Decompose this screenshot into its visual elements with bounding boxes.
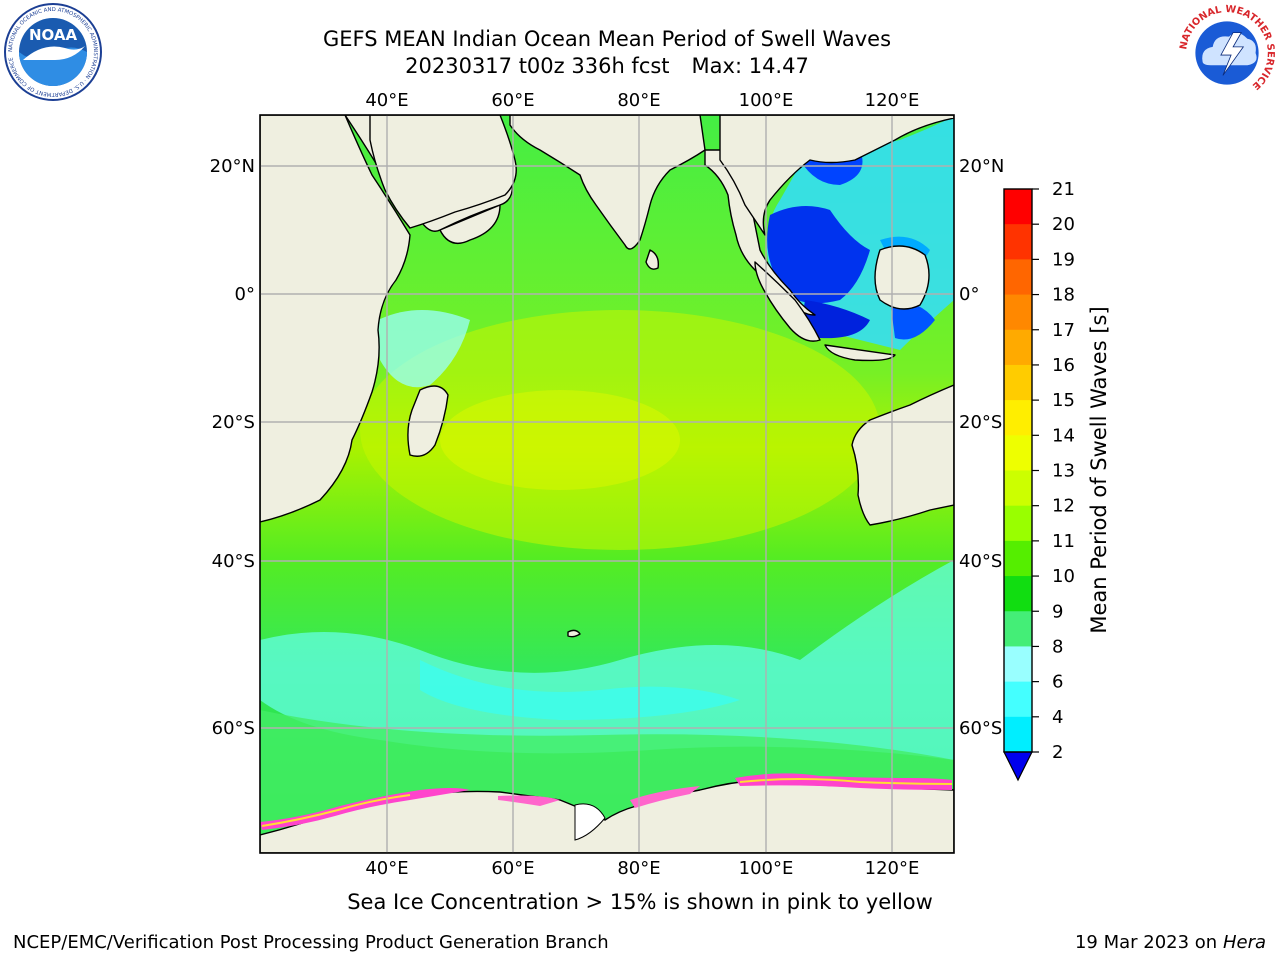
lat-label-left: 20°N [210, 156, 255, 177]
colorbar-tick-label: 9 [1052, 601, 1063, 622]
borneo [874, 245, 930, 310]
lat-label-right: 40°S [959, 551, 1002, 572]
sea-ice-note: Sea Ice Concentration > 15% is shown in … [347, 890, 933, 914]
colorbar-segment [1004, 611, 1032, 647]
noaa-logo-text: NOAA [29, 26, 78, 44]
colorbar-tick-label: 13 [1052, 461, 1075, 482]
colorbar: 21 20 19 18 17 16 15 14 13 12 11 10 9 8 6 4 2 [1003, 179, 1075, 782]
credit-text: NCEP/EMC/Verification Post Processing Pr… [13, 932, 609, 953]
host-name: Hera [1222, 932, 1266, 953]
colorbar-segment [1004, 576, 1032, 612]
colorbar-segment [1004, 364, 1032, 401]
colorbar-segment [1004, 435, 1032, 471]
colorbar-tick-label: 16 [1052, 355, 1075, 376]
colorbar-tick-label: 21 [1052, 179, 1075, 200]
graticule [260, 115, 954, 853]
colorbar-tick-label: 2 [1052, 742, 1063, 763]
colorbar-segment [1004, 400, 1032, 436]
lon-label-top: 120°E [865, 90, 920, 111]
colorbar-extend-arrow [1003, 751, 1033, 782]
sea-ice-fringe [260, 788, 470, 830]
lat-label-right: 0° [959, 284, 979, 305]
colorbar-segment [1004, 259, 1032, 296]
lat-label-right: 20°S [959, 412, 1002, 433]
long-period-zone [360, 310, 880, 550]
colorbar-tick-label: 17 [1052, 320, 1075, 341]
colorbar-segment [1004, 470, 1032, 507]
lon-label-bottom: 120°E [865, 858, 920, 879]
colorbar-segment [1004, 224, 1032, 260]
max-value: Max: 14.47 [691, 54, 809, 78]
lon-label-top: 80°E [617, 90, 660, 111]
colorbar-tick-label: 15 [1052, 390, 1075, 411]
colorbar-segment [1004, 646, 1032, 683]
colorbar-tick-label: 10 [1052, 566, 1075, 587]
colorbar-segment [1004, 189, 1032, 225]
colorbar-tick-label: 8 [1052, 636, 1063, 657]
sumatra [754, 261, 821, 342]
lon-label-top: 40°E [365, 90, 408, 111]
colorbar-segment [1004, 540, 1032, 577]
nws-logo: NATIONAL WEATHER SERVICE [1177, 3, 1277, 103]
colorbar-segment [1004, 329, 1032, 366]
lat-label-left: 0° [235, 284, 255, 305]
lon-label-bottom: 100°E [739, 858, 794, 879]
lat-label-left: 20°S [212, 412, 255, 433]
colorbar-tick-label: 18 [1052, 285, 1075, 306]
colorbar-tick-label: 14 [1052, 425, 1075, 446]
colorbar-tick-label: 4 [1052, 707, 1063, 728]
colorbar-tick-label: 12 [1052, 496, 1075, 517]
date-text: 19 Mar 2023 on [1074, 932, 1218, 953]
lat-label-left: 60°S [212, 718, 255, 739]
lon-label-bottom: 80°E [617, 858, 660, 879]
forecast-run: 20230317 t00z 336h fcst [405, 54, 670, 78]
lat-label-right: 60°S [959, 718, 1002, 739]
short-period-zone [260, 560, 954, 760]
colorbar-label: Mean Period of Swell Waves [s] [1087, 306, 1111, 633]
lon-label-bottom: 60°E [491, 858, 534, 879]
lon-label-top: 60°E [491, 90, 534, 111]
map-subtitle: 20230317 t00z 336h fcst Max: 14.47 [0, 54, 1214, 78]
colorbar-segment [1004, 294, 1032, 331]
colorbar-tick-label: 6 [1052, 672, 1063, 693]
date-stamp: 19 Mar 2023 on Hera [1075, 932, 1266, 953]
map-frame [259, 114, 955, 854]
colorbar-tick-label: 19 [1052, 249, 1075, 270]
colorbar-segment [1004, 716, 1032, 753]
lat-label-right: 20°N [959, 156, 1004, 177]
colorbar-segment [1004, 505, 1032, 542]
lat-label-left: 40°S [212, 551, 255, 572]
lon-label-bottom: 40°E [365, 858, 408, 879]
colorbar-segment [1004, 681, 1032, 718]
india-land [509, 115, 706, 250]
australia-land [851, 384, 954, 526]
noaa-logo: NATIONAL OCEANIC AND ATMOSPHERIC ADMINIS… [4, 3, 102, 101]
colorbar-tick-label: 20 [1052, 214, 1075, 235]
map-title: GEFS MEAN Indian Ocean Mean Period of Sw… [322, 27, 892, 51]
colorbar-tick-label: 11 [1052, 531, 1075, 552]
lon-label-top: 100°E [739, 90, 794, 111]
madagascar [407, 385, 449, 457]
